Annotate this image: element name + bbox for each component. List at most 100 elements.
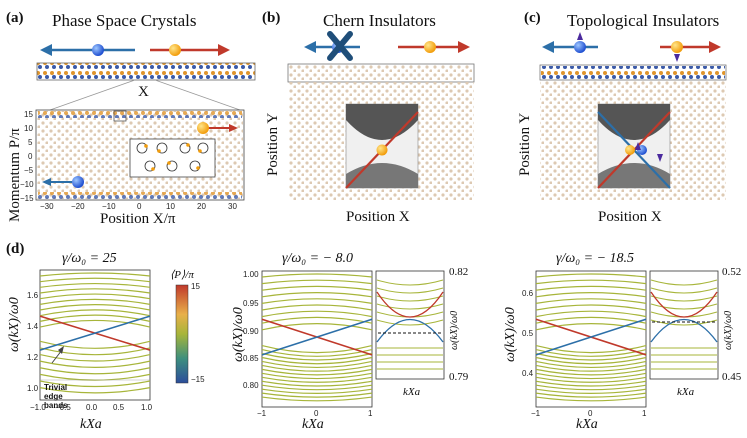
panel-b-xlabel: Position X: [346, 209, 410, 225]
p2-xtick: 0: [314, 409, 319, 418]
panel-c-label: (c): [524, 10, 541, 26]
bulk-band: [39, 319, 151, 328]
crystal-chain: [36, 62, 256, 81]
a-xtick: 20: [197, 202, 206, 211]
trivial-edge-annotation: Trivial edge bands: [44, 383, 68, 410]
bulk-band: [535, 372, 647, 380]
plot1-xlabel: kXa: [80, 417, 102, 432]
bulk-band: [261, 292, 373, 298]
edge-band: [261, 318, 373, 356]
bulk-band: [535, 376, 647, 383]
edge-band: [535, 318, 647, 356]
bulk-band: [261, 304, 373, 311]
panel-a-ylabel: Momentum P/π: [7, 128, 23, 222]
bulk-band: [261, 356, 373, 365]
p1-xtick: −0.5: [55, 403, 71, 412]
panel-b-title: Chern Insulators: [323, 11, 436, 30]
p2-ytick: 0.80: [243, 381, 259, 390]
bulk-band: [535, 364, 647, 372]
bulk-band: [261, 364, 373, 372]
bulk-band: [39, 309, 151, 317]
inset2-ylabel: ω(kX)/ω0: [449, 310, 460, 350]
inset-band: [650, 303, 718, 310]
a-xtick: −20: [71, 202, 85, 211]
bulk-band: [261, 376, 373, 383]
bulk-band: [261, 345, 373, 354]
a-xtick: 30: [228, 202, 237, 211]
bulk-band: [39, 387, 151, 394]
inset3-xlabel: kXa: [677, 386, 695, 398]
bulk-band: [261, 380, 373, 387]
panel-b-graphic: [287, 31, 475, 200]
bulk-band: [261, 392, 373, 398]
panel-a-x-marker: X: [138, 84, 149, 100]
bulk-band: [39, 298, 151, 305]
p3-xtick: 0: [588, 409, 593, 418]
a-xtick: 10: [166, 202, 175, 211]
bulk-band: [535, 384, 647, 391]
panel-a-title: Phase Space Crystals: [52, 11, 197, 30]
bulk-band: [39, 272, 151, 277]
bulk-band: [535, 323, 647, 331]
panel-c-xlabel: Position X: [598, 209, 662, 225]
p2-xtick: −1: [257, 409, 267, 418]
p3-xtick: 1: [642, 409, 647, 418]
plot2-gamma: γ/ω₀ = − 8.0: [282, 251, 354, 266]
a-ytick: −5: [24, 166, 34, 175]
panel-a-graphic: [35, 44, 256, 201]
p3-ytick: 0.5: [522, 329, 534, 338]
inset-edge-band: [376, 318, 444, 343]
panel-b-label: (b): [262, 10, 281, 26]
bulk-band: [261, 384, 373, 391]
p2-ytick: 1.00: [243, 270, 259, 279]
inset-edge-band: [650, 291, 718, 318]
inset-band: [376, 319, 444, 326]
bulk-band: [39, 353, 151, 362]
p1-ytick: 1.2: [27, 353, 39, 362]
inset-band: [376, 279, 444, 286]
orange-particle: [169, 44, 181, 56]
inset-band: [376, 287, 444, 294]
bulk-band: [535, 279, 647, 285]
bulk-band: [535, 392, 647, 398]
inset2-ymax: 0.82: [449, 266, 469, 278]
a-xtick: 0: [137, 202, 142, 211]
bulk-band: [261, 368, 373, 376]
bulk-band: [535, 352, 647, 361]
p2-ytick: 0.95: [243, 299, 259, 308]
plot3-ylabel: ω(kX)/ω0: [503, 307, 518, 362]
bulk-band: [535, 285, 647, 291]
bulk-band: [535, 273, 647, 278]
bulk-band: [535, 298, 647, 304]
p3-ytick: 0.4: [522, 369, 534, 378]
plot2-xlabel: kXa: [302, 417, 324, 432]
edge-band: [39, 315, 151, 351]
band-plot-2: [261, 270, 445, 408]
inset-edge-band: [650, 318, 718, 343]
bulk-band: [39, 304, 151, 311]
bulk-band: [261, 316, 373, 324]
bulk-band: [261, 310, 373, 318]
inset-edge-band: [376, 291, 444, 318]
bulk-band: [39, 277, 151, 283]
bulk-band: [535, 388, 647, 394]
blocked-cross: [327, 31, 353, 61]
p1-xtick: 0.0: [86, 403, 98, 412]
bulk-band: [261, 279, 373, 285]
p1-ytick: 1.6: [27, 291, 39, 300]
a-ytick: −15: [20, 194, 34, 203]
plot3-gamma: γ/ω₀ = − 18.5: [556, 251, 635, 266]
inset-band: [376, 303, 444, 310]
inset-plot-2: [375, 270, 445, 380]
inset3-ylabel: ω(kX)/ω0: [723, 310, 734, 350]
bulk-band: [535, 304, 647, 311]
colorbar-label: ⟨P⟩/π: [170, 269, 194, 281]
band-plot-1: [39, 269, 151, 401]
bulk-band: [261, 372, 373, 380]
a-ytick: 0: [28, 152, 33, 161]
bulk-band: [39, 367, 151, 375]
inset3-ymin: 0.45: [722, 371, 742, 383]
p1-ytick: 1.0: [27, 384, 39, 393]
plot1-gamma: γ/ω₀ = 25: [62, 251, 117, 266]
